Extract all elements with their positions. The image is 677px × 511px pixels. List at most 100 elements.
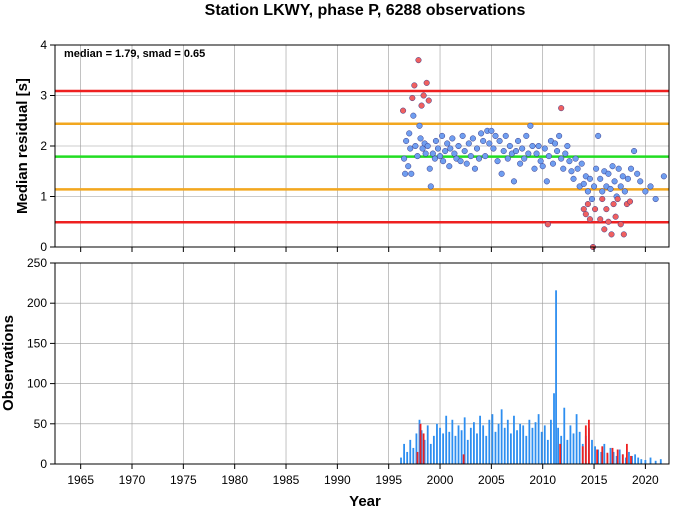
scatter-point — [442, 148, 449, 155]
bottom-x-tick-labels: 1965 1970 1975 1980 1985 1990 1995 2000 2005 2010… — [67, 473, 659, 487]
histogram-bar — [546, 439, 549, 464]
top-tick-marks — [50, 44, 646, 252]
histogram-bar — [612, 451, 615, 464]
scatter-point — [416, 122, 423, 129]
histogram-bar — [469, 427, 472, 464]
histogram-bar — [591, 439, 593, 464]
histogram-bar — [419, 423, 422, 464]
scatter-point — [560, 165, 567, 172]
scatter-point — [556, 132, 563, 139]
scatter-point — [588, 195, 596, 203]
scatter-point — [471, 165, 478, 172]
histogram-bar — [626, 443, 628, 464]
histogram-bar — [522, 425, 525, 464]
scatter-point — [564, 142, 571, 150]
histogram-bar — [406, 451, 409, 464]
scatter-point — [617, 221, 624, 228]
histogram-bar — [416, 451, 419, 464]
scatter-point — [531, 165, 538, 172]
histogram-bar — [482, 425, 485, 464]
scatter-point — [486, 140, 493, 147]
scatter-point — [415, 57, 422, 64]
histogram-bar — [628, 451, 630, 464]
histogram-bar — [534, 422, 537, 464]
histogram-bar — [506, 419, 509, 464]
top-y-tick-label: 2 — [40, 139, 47, 153]
histogram-bar — [624, 457, 627, 464]
histogram-bar — [537, 414, 540, 464]
scatter-point — [506, 142, 513, 150]
scatter-point — [490, 145, 497, 152]
histogram-bar — [516, 430, 518, 464]
histogram-bar — [615, 455, 618, 464]
scatter-point — [492, 132, 499, 139]
scatter-point — [609, 163, 616, 170]
scatter-point — [612, 213, 619, 220]
scatter-point — [617, 183, 624, 190]
histogram-bar — [555, 290, 557, 464]
bottom-y-tick-label: 50 — [34, 417, 48, 431]
scatter-point — [451, 150, 458, 157]
scatter-point — [504, 155, 511, 162]
histogram-bar — [557, 427, 560, 464]
scatter-point — [408, 170, 415, 177]
scatter-point — [605, 170, 612, 177]
scatter-point — [502, 132, 509, 139]
histogram-bar — [634, 454, 637, 464]
bottom-y-axis-label: Observations — [0, 315, 17, 411]
scatter-point — [480, 137, 487, 144]
histogram-bar — [616, 449, 619, 464]
scatter-point — [525, 150, 532, 157]
scatter-point — [515, 137, 522, 144]
x-tick-label: 1975 — [170, 473, 197, 487]
x-tick-label: 2000 — [427, 473, 454, 487]
x-tick-label: 1980 — [221, 473, 248, 487]
histogram-bar — [581, 446, 584, 464]
bottom-y-tick-label: 250 — [27, 256, 47, 270]
histogram-bar — [637, 457, 640, 464]
bottom-tick-marks — [50, 262, 646, 469]
scatter-point — [429, 150, 436, 157]
scatter-point — [401, 155, 408, 162]
top-y-tick-labels: 0 1 2 3 4 — [40, 38, 47, 254]
histogram-bar — [488, 419, 491, 464]
top-scatter-points — [400, 57, 667, 251]
stats-annotation: median = 1.79, smad = 0.65 — [64, 48, 205, 60]
scatter-point — [418, 102, 425, 109]
scatter-point — [473, 145, 481, 152]
scatter-point — [574, 165, 581, 172]
histogram-bar — [588, 419, 590, 464]
histogram-bar — [418, 419, 421, 464]
scatter-point — [496, 137, 503, 144]
scatter-point — [539, 163, 546, 170]
scatter-point — [586, 175, 593, 182]
histogram-bar — [460, 430, 463, 464]
scatter-point — [432, 137, 439, 144]
x-tick-label: 2020 — [632, 473, 659, 487]
histogram-bar — [531, 427, 534, 464]
histogram-bar — [412, 447, 415, 464]
histogram-bar — [631, 455, 633, 464]
histogram-bar — [491, 414, 494, 464]
scatter-point — [608, 231, 615, 238]
histogram-bar — [553, 393, 555, 464]
x-tick-label: 1990 — [324, 473, 351, 487]
scatter-point — [494, 158, 501, 165]
scatter-point — [469, 135, 476, 142]
scatter-point — [599, 195, 606, 203]
scatter-point — [568, 168, 575, 175]
scatter-point — [603, 206, 610, 213]
histogram-bar — [528, 419, 531, 464]
scatter-point — [447, 145, 454, 152]
histogram-bar — [563, 407, 566, 464]
scatter-point — [457, 158, 464, 165]
histogram-bar — [497, 423, 500, 464]
scatter-point — [584, 201, 591, 208]
scatter-point — [637, 178, 644, 185]
histogram-bar — [442, 433, 445, 464]
scatter-point — [621, 188, 628, 195]
scatter-point — [419, 145, 426, 152]
scatter-point — [558, 105, 565, 112]
scatter-point — [409, 94, 416, 102]
scatter-point — [440, 158, 447, 165]
